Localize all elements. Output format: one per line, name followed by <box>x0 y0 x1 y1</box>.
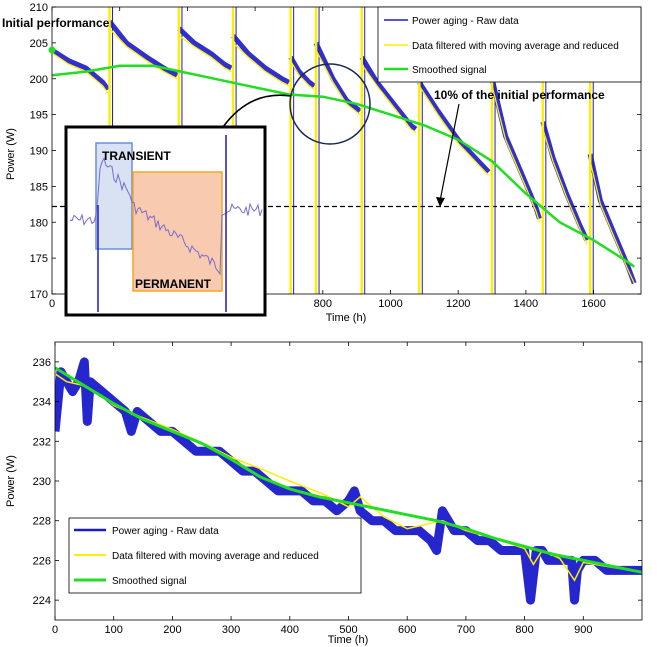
y-axis-label-top: Power (W) <box>5 128 17 180</box>
top-ytick-label-3: 185 <box>30 181 48 193</box>
raw-segment-0 <box>52 47 110 91</box>
bottom-xtick-label-3: 300 <box>222 624 240 636</box>
legend-label-raw: Power aging - Raw data <box>412 16 519 27</box>
ten-percent-label: 10% of the initial performance <box>434 88 605 102</box>
top-ytick-label-6: 200 <box>30 74 48 86</box>
filtered-segment-5 <box>315 49 361 116</box>
bottom-ytick-label-3: 230 <box>33 476 51 488</box>
filtered-segment-3 <box>232 42 290 87</box>
raw-segment-9 <box>540 121 590 242</box>
y-axis-bottom: 224 226 228 230 232 234 236 <box>33 357 642 607</box>
top-xtick-label-7: 1400 <box>514 298 538 310</box>
filtered-segment-4 <box>290 60 315 91</box>
filtered-segment-1 <box>109 28 178 80</box>
raw-segment-2 <box>177 26 233 71</box>
permanent-label: PERMANENT <box>135 277 212 291</box>
bottom-xtick-label-2: 200 <box>163 624 181 636</box>
top-ytick-label-2: 180 <box>30 217 48 229</box>
inset-panel: TRANSIENT PERMANENT <box>64 125 267 317</box>
raw-segment-8 <box>489 78 542 220</box>
legend-top: Power aging - Raw data Data filtered wit… <box>377 6 642 83</box>
raw-segment-5 <box>313 41 362 113</box>
initial-performance-label: Initial performance <box>2 16 110 30</box>
top-ytick-label-5: 195 <box>30 110 48 122</box>
bottom-ytick-label-0: 224 <box>33 595 51 607</box>
raw-segment-10 <box>587 153 637 285</box>
bottom-xtick-label-5: 500 <box>339 624 357 636</box>
smoothed-line-bottom <box>55 366 642 574</box>
zoom-connector <box>222 94 292 128</box>
top-ytick-label-7: 205 <box>30 38 48 50</box>
bottom-ytick-label-6: 236 <box>33 357 51 369</box>
top-ytick-label-1: 175 <box>30 253 48 265</box>
transient-box <box>95 142 133 250</box>
x-axis-bottom: 0 100 200 300 400 500 600 700 800 900 <box>52 342 592 636</box>
bottom-xtick-label-7: 700 <box>457 624 475 636</box>
bottom-xtick-label-9: 900 <box>574 624 592 636</box>
x-axis-label-bottom: Time (h) <box>328 634 369 646</box>
legend-box-top <box>377 6 642 83</box>
filtered-segment-8 <box>491 85 541 223</box>
raw-line-bottom <box>55 357 642 605</box>
bottom-ytick-label-1: 226 <box>33 555 51 567</box>
raw-segment-1 <box>107 19 179 78</box>
bottom-ytick-label-5: 234 <box>33 397 51 409</box>
raw-segment-6 <box>359 55 418 132</box>
bottom-xtick-label-4: 400 <box>281 624 299 636</box>
filtered-segment-6 <box>361 64 417 134</box>
top-xtick-label-6: 1200 <box>446 298 470 310</box>
chart-bottom: 224 226 228 230 232 234 236 0 100 200 300 400 500 60… <box>5 341 643 646</box>
y-axis-top: 170 175 180 185 190 195 200 205 210 <box>30 2 641 301</box>
series-group-top <box>52 7 637 294</box>
top-xtick-label-8: 1600 <box>581 298 605 310</box>
bottom-xtick-label-6: 600 <box>398 624 416 636</box>
top-ytick-label-8: 210 <box>30 2 48 14</box>
x-axis-label-top: Time (h) <box>326 312 367 324</box>
bottom-ytick-label-4: 232 <box>33 436 51 448</box>
filtered-segment-2 <box>178 35 232 73</box>
filtered-segment-7 <box>418 85 490 177</box>
initial-performance-point <box>48 46 56 54</box>
legend-box-bottom <box>68 517 362 594</box>
permanent-box <box>132 171 223 292</box>
legend-label-smoothed: Smoothed signal <box>412 65 487 76</box>
legend2-label-filtered: Data filtered with moving average and re… <box>112 551 319 562</box>
inset-signal-line <box>69 156 263 276</box>
smoothed-line-top <box>52 64 635 268</box>
legend2-label-raw: Power aging - Raw data <box>112 526 219 537</box>
bottom-xtick-label-0: 0 <box>52 624 58 636</box>
legend2-label-smoothed: Smoothed signal <box>112 576 187 587</box>
y-axis-label-bottom: Power (W) <box>5 455 17 507</box>
transient-label: TRANSIENT <box>102 149 171 163</box>
top-xtick-label-0: 0 <box>49 298 55 310</box>
top-xtick-label-4: 800 <box>314 298 332 310</box>
filtered-segment-10 <box>589 161 635 284</box>
bottom-ytick-label-2: 228 <box>33 516 51 528</box>
raw-segment-4 <box>288 55 316 88</box>
legend-label-filtered: Data filtered with moving average and re… <box>412 41 619 52</box>
series-group-bottom <box>55 357 642 605</box>
bottom-xtick-label-8: 800 <box>515 624 533 636</box>
top-ytick-label-4: 190 <box>30 146 48 158</box>
zoom-circle <box>289 63 371 145</box>
ten-percent-arrow <box>439 103 460 202</box>
bottom-xtick-label-1: 100 <box>105 624 123 636</box>
top-ytick-label-0: 170 <box>30 289 48 301</box>
top-xtick-label-5: 1000 <box>378 298 402 310</box>
raw-segment-3 <box>231 34 291 85</box>
legend-bottom: Power aging - Raw data Data filtered wit… <box>68 517 362 594</box>
ten-percent-arrowhead <box>436 197 445 207</box>
